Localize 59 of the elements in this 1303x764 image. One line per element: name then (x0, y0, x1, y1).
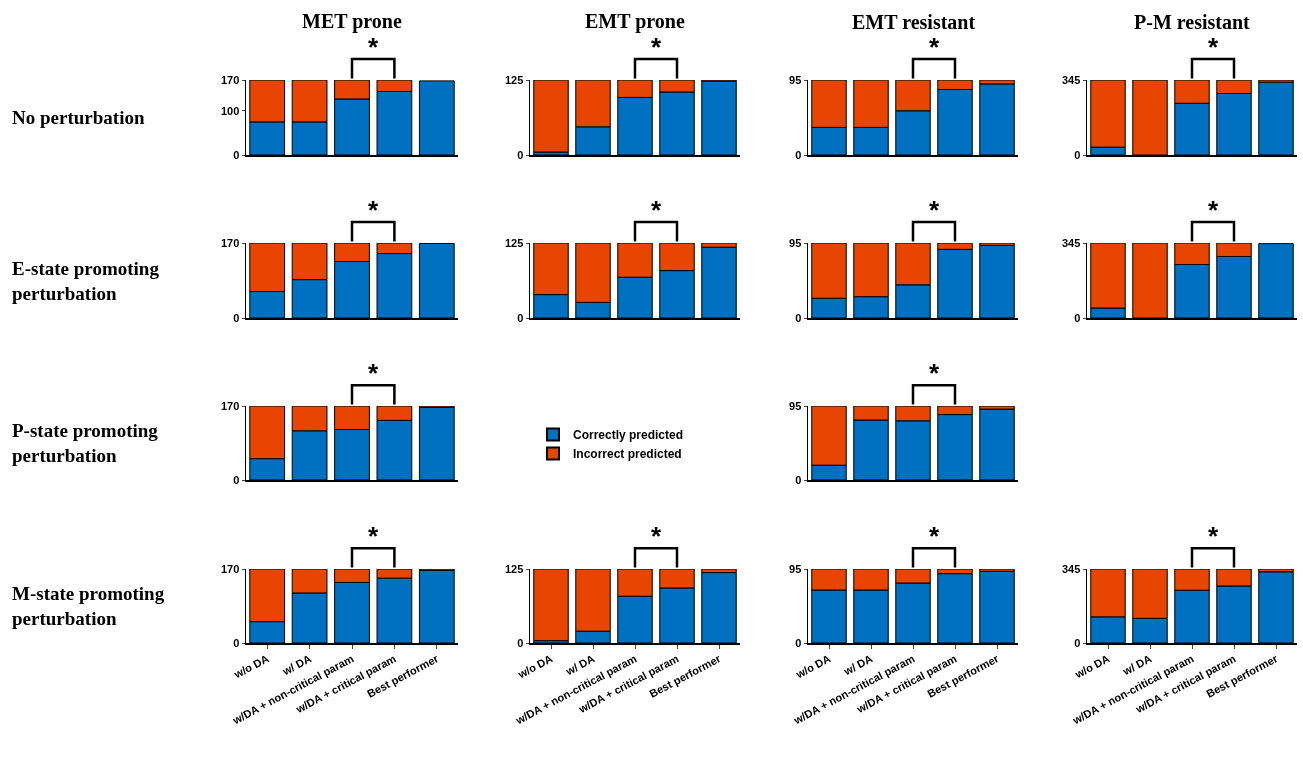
y-tick-label: 345 (1061, 562, 1081, 575)
x-tick-label: w/o DA (231, 652, 271, 681)
y-tick-label: 125 (504, 236, 524, 249)
y-tick-label: 0 (233, 311, 240, 324)
y-tick-label: 170 (220, 73, 240, 86)
y-tick-label: 345 (1061, 73, 1081, 86)
x-tick-label: w/o DA (1072, 652, 1112, 681)
text: * (929, 195, 940, 225)
y-tick-label: 95 (789, 73, 802, 86)
y-tick-label: 95 (789, 236, 802, 249)
y-tick-label: 0 (795, 636, 802, 649)
y-tick-label: 95 (789, 562, 802, 575)
text: * (1208, 32, 1219, 62)
y-tick-label: 0 (1074, 636, 1081, 649)
y-tick-label: 95 (789, 399, 802, 412)
y-tick-label: 0 (1074, 311, 1081, 324)
y-axis-title: P-state promoting perturbation (12, 420, 159, 466)
x-tick-label: w/o DA (515, 652, 555, 681)
y-tick-label: 0 (233, 636, 240, 649)
y-tick-label: 125 (504, 562, 524, 575)
chart-title: P-M resistant (1134, 11, 1251, 33)
text: * (929, 32, 940, 62)
text: * (929, 358, 940, 388)
text: * (651, 32, 662, 62)
y-tick-label: 100 (220, 104, 240, 117)
bar (533, 80, 569, 153)
y-tick-label: 345 (1061, 236, 1081, 249)
x-tick-label: w/o DA (793, 652, 833, 681)
legend-label: Incorrect predicted (573, 447, 682, 462)
bar (533, 569, 569, 642)
y-tick-label: 125 (504, 73, 524, 86)
text: * (1208, 521, 1219, 551)
chart-title: EMT prone (585, 10, 685, 33)
y-tick-label: 0 (233, 148, 240, 161)
y-tick-label: 0 (517, 311, 524, 324)
y-axis-title: M-state promoting perturbation (12, 583, 165, 629)
y-tick-label: 0 (795, 311, 802, 324)
y-tick-label: 0 (517, 148, 524, 161)
text: * (651, 195, 662, 225)
text: * (368, 521, 379, 551)
chart-title: MET prone (302, 10, 402, 33)
text: * (651, 521, 662, 551)
y-tick-label: 0 (233, 473, 240, 486)
y-axis-title: No perturbation (12, 107, 145, 128)
text: * (368, 195, 379, 225)
chart-title: EMT resistant (852, 11, 976, 33)
legend-label: Correctly predicted (573, 428, 684, 443)
text: * (368, 358, 379, 388)
y-tick-label: 0 (795, 148, 802, 161)
y-tick-label: 0 (1074, 148, 1081, 161)
text: * (368, 32, 379, 62)
y-axis-title: E-state promoting perturbation (12, 258, 160, 304)
text: * (929, 521, 940, 551)
y-tick-label: 170 (220, 236, 240, 249)
y-tick-label: 170 (220, 562, 240, 575)
y-tick-label: 170 (220, 399, 240, 412)
y-tick-label: 0 (795, 473, 802, 486)
text: * (1208, 195, 1219, 225)
y-tick-label: 0 (517, 636, 524, 649)
